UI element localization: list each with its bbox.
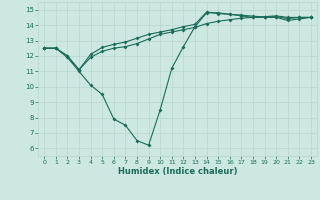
X-axis label: Humidex (Indice chaleur): Humidex (Indice chaleur) xyxy=(118,167,237,176)
